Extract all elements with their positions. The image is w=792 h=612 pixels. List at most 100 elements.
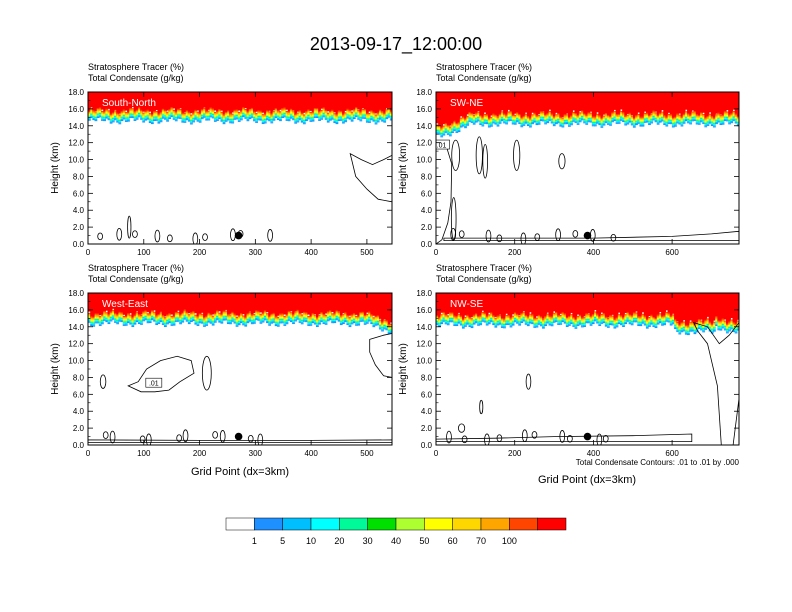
tracer-cell: [120, 117, 124, 119]
tracer-cell: [461, 123, 465, 125]
tracer-cell: [309, 111, 313, 114]
tracer-cell: [320, 114, 324, 116]
tracer-cell: [179, 113, 182, 115]
tracer-cell: [157, 317, 161, 319]
tracer-cell: [630, 116, 634, 118]
tracer-cell: [150, 121, 154, 123]
tracer-cell: [736, 119, 739, 121]
tracer-cell: [118, 114, 122, 116]
tracer-cell: [127, 320, 130, 322]
tracer-cell-red: [140, 92, 143, 115]
tracer-cell: [114, 315, 117, 317]
tracer-cell: [133, 112, 137, 114]
tracer-cell: [365, 114, 369, 117]
tracer-cell: [539, 325, 543, 327]
tracer-cell: [604, 114, 608, 116]
tracer-cell: [550, 318, 554, 320]
tracer-cell-red: [294, 92, 298, 119]
tracer-cell: [224, 116, 228, 118]
tracer-cell: [637, 119, 641, 121]
tracer-cell: [520, 120, 524, 122]
tracer-cell: [313, 113, 317, 115]
tracer-cell: [305, 118, 308, 120]
tracer-cell-red: [311, 293, 315, 315]
tracer-cell: [453, 126, 457, 128]
tracer-cell: [453, 122, 457, 124]
tracer-cell: [352, 320, 356, 322]
tracer-cell-red: [116, 92, 119, 118]
tracer-cell: [624, 124, 628, 126]
tracer-cell: [710, 118, 714, 120]
tracer-cell-red: [98, 293, 102, 316]
tracer-cell: [477, 114, 480, 116]
tracer-cell: [146, 117, 150, 119]
tracer-cell: [133, 117, 137, 119]
tracer-cell: [213, 120, 217, 122]
tracer-cell: [218, 114, 222, 116]
tracer-cell: [350, 318, 354, 320]
tracer-cell: [667, 117, 671, 119]
tracer-cell: [474, 118, 478, 120]
tracer-cell-red: [300, 92, 304, 117]
tracer-cell: [500, 114, 504, 116]
tracer-cell: [509, 115, 513, 117]
tracer-cell: [209, 322, 213, 324]
tracer-cell: [376, 315, 380, 317]
tracer-cell: [370, 111, 374, 113]
tracer-cell: [496, 123, 500, 125]
tracer-cell: [542, 119, 545, 121]
tracer-cell: [287, 114, 291, 116]
tracer-cell: [331, 115, 334, 117]
tracer-cell: [574, 118, 578, 120]
tracer-cell: [194, 116, 198, 118]
tracer-cell: [444, 323, 448, 325]
tracer-cell: [272, 319, 276, 321]
x-tick-label: 500: [360, 449, 374, 458]
tracer-cell: [474, 316, 478, 318]
tracer-cell: [272, 312, 276, 315]
tracer-cell: [137, 321, 141, 323]
tracer-cell: [244, 320, 248, 322]
tracer-cell: [222, 123, 226, 125]
tracer-cell: [539, 113, 543, 115]
tracer-cell: [142, 115, 146, 118]
tracer-cell: [442, 125, 446, 127]
tracer-cell: [305, 317, 308, 319]
tracer-cell: [352, 109, 356, 111]
tracer-cell: [305, 315, 308, 317]
tracer-cell: [339, 319, 343, 321]
tracer-cell: [266, 119, 269, 121]
tracer-cell: [723, 114, 727, 116]
tracer-cell: [485, 318, 489, 321]
tracer-cell: [550, 116, 554, 118]
tracer-cell: [296, 114, 300, 116]
tracer-cell: [693, 111, 697, 113]
tracer-cell: [148, 314, 152, 316]
tracer-cell: [222, 115, 226, 117]
tracer-cell: [487, 124, 491, 126]
tracer-cell: [693, 116, 697, 118]
tracer-cell-red: [522, 293, 526, 312]
tracer-cell: [105, 312, 109, 314]
tracer-cell: [305, 314, 308, 316]
tracer-cell: [137, 317, 141, 319]
tracer-cell: [133, 113, 137, 115]
tracer-cell: [374, 117, 378, 119]
tracer-cell: [203, 115, 206, 117]
tracer-cell: [109, 113, 113, 115]
tracer-cell: [205, 119, 209, 121]
tracer-cell: [122, 117, 126, 119]
tracer-cell-red: [457, 92, 461, 127]
tracer-cell: [179, 314, 182, 316]
tracer-cell: [708, 114, 712, 116]
tracer-cell: [335, 121, 339, 124]
tracer-cell: [385, 115, 389, 117]
tracer-cell: [736, 116, 739, 118]
tracer-cell: [503, 114, 506, 116]
tracer-cell: [357, 316, 361, 318]
tracer-cell: [231, 314, 235, 316]
tracer-cell-red: [268, 293, 271, 321]
tracer-cell: [116, 121, 119, 123]
tracer-cell-red: [464, 293, 467, 316]
tracer-cell: [237, 116, 241, 118]
